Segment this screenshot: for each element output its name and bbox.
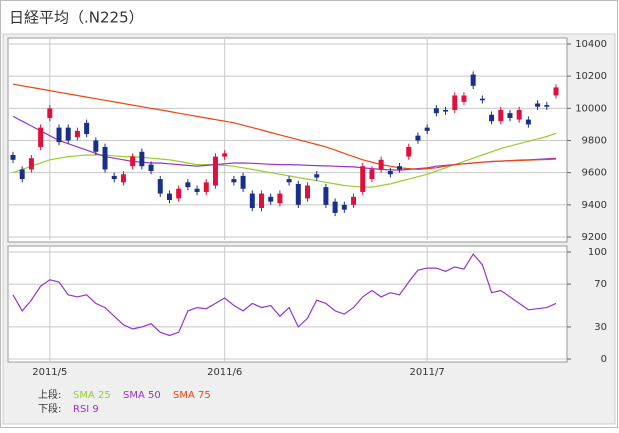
candle-body [360, 166, 366, 192]
candle-body [176, 188, 182, 199]
candle-body [535, 103, 541, 107]
candle-body [74, 130, 80, 138]
candle-body [84, 122, 90, 135]
legend-heading: 下段: [38, 402, 61, 415]
legend-entry: RSI 9 [73, 404, 99, 415]
candle-body [212, 156, 218, 186]
candle-body [305, 185, 311, 199]
candle-body [93, 140, 99, 152]
candle-body [314, 174, 320, 178]
y-tick-label: 10400 [575, 39, 607, 50]
y-tick-label: 10200 [575, 71, 607, 82]
candle-body [277, 193, 283, 204]
candle-body [397, 166, 403, 170]
candle-body [286, 179, 292, 183]
candle-body [10, 154, 16, 160]
candle-body [139, 151, 145, 167]
candle-body [231, 179, 237, 183]
candle-body [166, 193, 172, 201]
candle-body [351, 196, 357, 205]
candle-body [258, 193, 264, 209]
x-tick-label: 2011/6 [207, 367, 242, 378]
candle-body [507, 113, 513, 118]
candle-body [341, 204, 347, 210]
candle-body [470, 74, 476, 86]
y-tick-label: 9400 [582, 200, 607, 211]
legend-entry: SMA 50 [123, 390, 161, 401]
legend-entry: SMA 25 [73, 390, 111, 401]
candle-body [369, 169, 375, 180]
y-tick-label: 0 [601, 354, 607, 365]
candle-body [415, 135, 421, 141]
candle-body [111, 175, 117, 180]
legend-entry: SMA 75 [173, 390, 211, 401]
candle-body [498, 109, 504, 122]
candle-body [148, 164, 154, 172]
candle-body [185, 182, 191, 188]
candle-body [28, 158, 34, 170]
candle-body [424, 127, 430, 131]
series-line [12, 253, 557, 337]
candle-body [268, 196, 274, 202]
candle-body [406, 146, 412, 157]
y-tick-label: 9200 [582, 232, 607, 243]
candle-body [38, 127, 44, 147]
candle-body [249, 193, 255, 209]
candle-body [120, 174, 126, 183]
y-tick-label: 9800 [582, 136, 607, 147]
candle-body [222, 153, 228, 157]
candle-body [130, 156, 136, 167]
y-tick-label: 9600 [582, 168, 607, 179]
candle-body [323, 187, 329, 205]
lower-plot [7, 245, 568, 363]
candle-body [378, 159, 384, 170]
candle-body [102, 146, 108, 170]
candle-body [516, 109, 522, 120]
candle-body [544, 105, 550, 107]
y-tick-label: 30 [594, 322, 607, 333]
x-tick-label: 2011/7 [410, 367, 445, 378]
candle-body [489, 114, 495, 122]
candle-body [443, 109, 449, 112]
candle-body [65, 127, 71, 141]
y-tick-label: 70 [594, 279, 607, 290]
candle-body [479, 98, 485, 101]
candle-body [452, 95, 458, 110]
candle-body [332, 201, 338, 213]
candle-body [194, 188, 200, 192]
candle-body [157, 179, 163, 194]
candle-body [553, 87, 559, 96]
candle-body [525, 119, 531, 125]
candle-body [203, 182, 209, 192]
series-line [12, 83, 557, 171]
candle-body [19, 169, 25, 180]
y-tick-label: 100 [588, 247, 607, 258]
candle-body [56, 127, 62, 143]
candle-body [240, 175, 246, 189]
y-tick-label: 10000 [575, 103, 607, 114]
legend-heading: 上段: [38, 388, 61, 401]
candle-body [461, 95, 467, 102]
x-tick-label: 2011/5 [32, 367, 67, 378]
title: 日経平均（.N225） [9, 9, 144, 27]
candle-body [433, 108, 439, 114]
candle-body [295, 183, 301, 205]
candle-body [47, 108, 53, 118]
candle-body [387, 171, 393, 175]
